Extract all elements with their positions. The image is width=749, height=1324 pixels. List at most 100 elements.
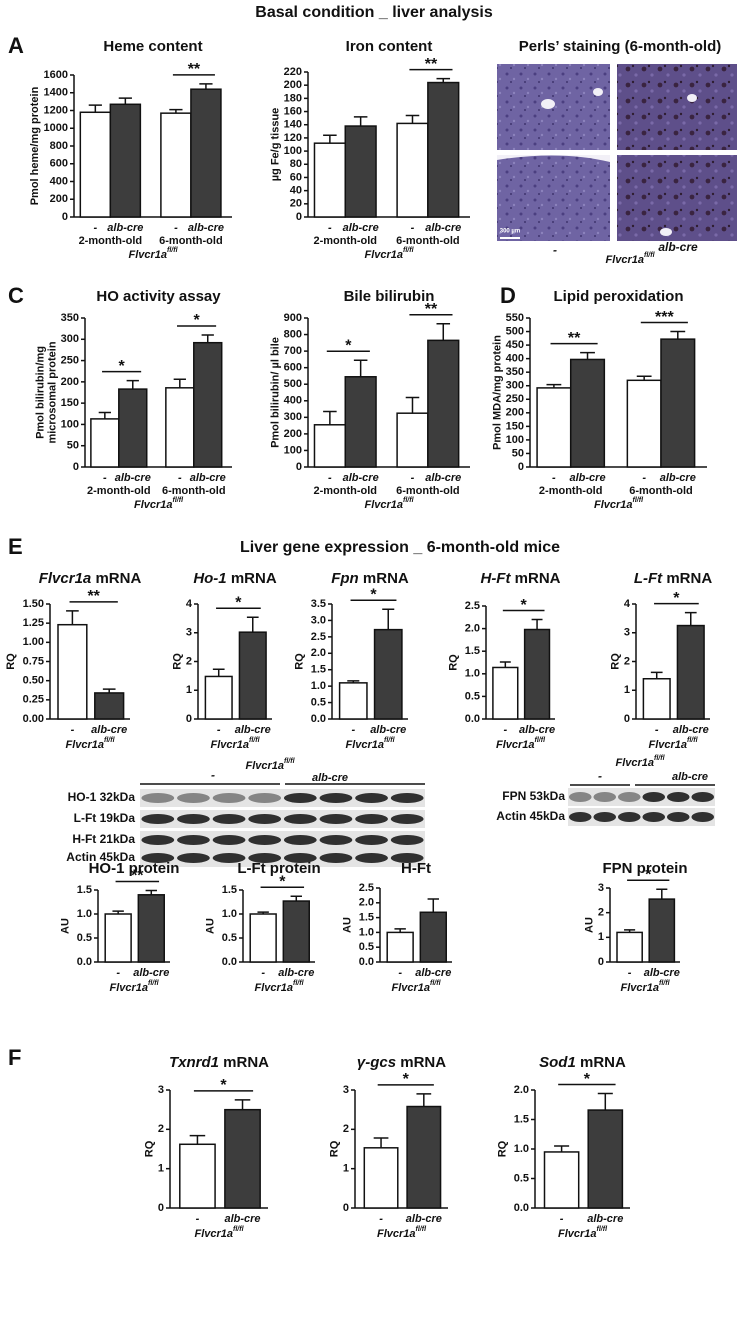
blot-band (212, 853, 246, 863)
x-tick-label: - (628, 967, 632, 979)
y-tick-label: 3 (624, 627, 630, 639)
x-tick-label: alb-cre (235, 724, 271, 736)
y-tick-label: 0.0 (222, 956, 237, 968)
y-tick-label: 1 (598, 931, 604, 943)
error-bar (597, 1092, 613, 1111)
bar (282, 900, 310, 963)
blot-band (617, 812, 641, 822)
error-bar (118, 97, 132, 105)
error-bar (189, 1134, 206, 1145)
error-bar (580, 351, 595, 360)
x-tick-label: - (560, 1213, 564, 1225)
bar (626, 379, 662, 468)
x-axis-title-sup: fl/fl (148, 980, 160, 987)
y-tick-label: 0 (158, 1202, 164, 1214)
y-tick-label: 550 (506, 312, 524, 324)
error-bar (234, 1099, 251, 1110)
x-axis-title-main: Flvcr1a (65, 739, 104, 751)
y-tick-label: 1 (624, 684, 630, 696)
bar (204, 675, 233, 720)
chart-title-text: FPN protein (603, 860, 688, 877)
x-axis-title-main: Flvcr1a (134, 499, 173, 511)
x-tick-label: - (411, 472, 415, 484)
y-tick-label: 2.0 (359, 897, 374, 909)
y-tick-label: 20 (290, 198, 302, 210)
y-tick-label: 1.5 (311, 664, 326, 676)
y-tick-label: 50 (67, 440, 79, 452)
x-tick-label: - (642, 472, 646, 484)
blot-band (248, 793, 282, 803)
chart-title-text: L-Ft protein (237, 860, 320, 877)
significance-label: ** (188, 61, 201, 78)
chart-title: L-Ft protein (237, 860, 320, 877)
tissue-edge (497, 155, 610, 162)
x-axis-title-main: Flvcr1a (377, 1228, 416, 1240)
panel-letter: C (8, 283, 24, 308)
bar (396, 412, 429, 468)
blot-strip (140, 789, 425, 807)
bar (190, 88, 222, 218)
y-tick-label: 2 (186, 655, 192, 667)
bar (660, 338, 696, 468)
blot-band (319, 814, 353, 824)
significance-label: * (370, 586, 377, 603)
chart-title: Sod1 mRNA (539, 1054, 626, 1071)
y-tick-label: 400 (284, 395, 302, 407)
x-tick-label: alb-cre (425, 222, 461, 234)
y-axis-title: RQ (293, 653, 305, 670)
chart-title: Lipid peroxidation (554, 288, 684, 305)
y-tick-label: 3 (186, 627, 192, 639)
blot-header: Flvcr1afl/fl (245, 758, 295, 772)
x-axis-title: Flvcr1afl/fl (620, 980, 670, 994)
blot-strip (140, 831, 425, 849)
blot-group: alb-cre (312, 772, 348, 784)
x-axis-title-sup: fl/fl (249, 737, 261, 744)
y-tick-label: 1.5 (77, 884, 92, 896)
bar (492, 666, 519, 720)
blot-band (390, 853, 424, 863)
x-tick-label: alb-cre (278, 967, 314, 979)
y-tick-label: 1.25 (23, 617, 44, 629)
y-tick-label: 1.0 (359, 926, 374, 938)
y-tick-label: 800 (284, 328, 302, 340)
x-tick-label: - (178, 472, 182, 484)
x-axis-title: Flvcr1afl/fl (65, 737, 115, 751)
y-tick-label: 0 (598, 956, 604, 968)
x-tick-label: - (71, 724, 75, 736)
bar (406, 1105, 442, 1209)
error-bar (323, 410, 337, 425)
y-tick-label: 1400 (44, 87, 68, 99)
perls-panel: Perls’ staining (6-month-old) 300 µm - a… (497, 38, 737, 266)
blot-group: alb-cre (672, 771, 708, 783)
chart-title-text: mRNA (666, 570, 712, 587)
micrograph (617, 155, 737, 241)
x-axis-title-sup: fl/fl (535, 737, 547, 744)
error-bar (201, 334, 214, 343)
y-axis-title: µg Fe/g tissue (269, 108, 281, 182)
y-tick-label: 200 (61, 376, 79, 388)
panel-letter: E (8, 534, 23, 559)
y-tick-label: 0 (296, 211, 302, 223)
error-bar (531, 618, 543, 630)
y-tick-label: 3 (343, 1084, 349, 1096)
x-tick-label: - (217, 724, 221, 736)
x-axis-title: Flvcr1afl/fl (109, 980, 159, 994)
y-tick-label: 0.0 (465, 713, 480, 725)
x-axis-title-sup: fl/fl (384, 737, 396, 744)
x-axis-title-main: Flvcr1a (194, 1228, 233, 1240)
x-tick-label: alb-cre (587, 1213, 623, 1225)
y-tick-label: 220 (284, 66, 302, 78)
x-axis-title-sup: fl/fl (403, 497, 415, 504)
group-label: 6-month-old (396, 485, 460, 497)
y-tick-label: 160 (284, 105, 302, 117)
x-tick-label: alb-cre (343, 222, 379, 234)
x-tick-label: - (261, 967, 265, 979)
bar-chart: L-Ft protein0.00.51.01.5AU-alb-creFlvcr1… (204, 860, 320, 994)
gene-name: Ho-1 (193, 570, 226, 587)
y-tick-label: 2 (598, 907, 604, 919)
y-tick-label: 0 (62, 211, 68, 223)
y-axis-title: RQ (610, 653, 622, 670)
x-tick-label: alb-cre (115, 472, 151, 484)
blot-band (319, 853, 353, 863)
